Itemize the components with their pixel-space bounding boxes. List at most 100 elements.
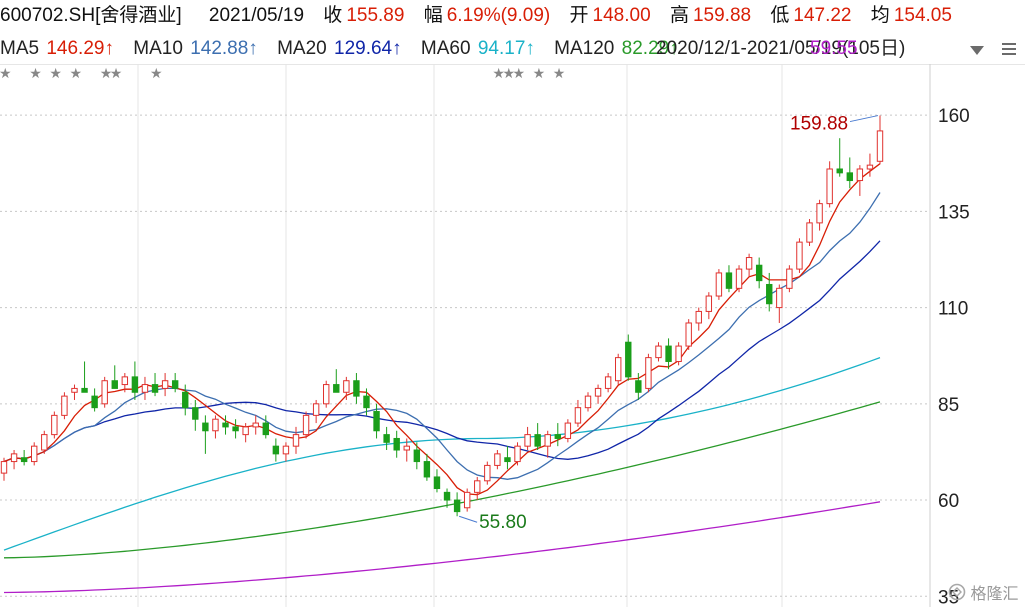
candle: [31, 442, 38, 466]
candle: [816, 199, 823, 231]
y-tick-label: 110: [938, 299, 968, 320]
candle-body: [453, 499, 461, 513]
candle: [302, 411, 310, 439]
watermark: 格隆汇: [948, 580, 1018, 604]
candle: [453, 492, 461, 517]
open-label: 开: [569, 5, 589, 26]
star-marker: ★: [533, 65, 546, 81]
quote-header: 600702.SH[舍得酒业] 2021/05/19 收 155.89 幅 6.19…: [0, 0, 1025, 32]
candle-body: [141, 384, 149, 393]
dropdown-triangle-icon[interactable]: [968, 38, 986, 60]
candle-body: [534, 434, 541, 447]
candle-body: [282, 445, 290, 455]
candle-body: [514, 445, 521, 463]
candle: [41, 430, 48, 454]
menu-icon[interactable]: [998, 38, 1020, 60]
close-label: 收: [323, 5, 343, 26]
candle: [645, 353, 652, 393]
candle: [665, 338, 672, 370]
candle-body: [383, 434, 390, 443]
candle-body: [474, 480, 481, 493]
candle: [554, 423, 561, 447]
candle: [604, 373, 612, 393]
candle-body: [846, 172, 853, 182]
candle-body: [735, 268, 743, 289]
candle: [423, 453, 431, 481]
candle-body: [312, 403, 320, 416]
y-tick-label: 135: [938, 202, 970, 223]
candle: [755, 257, 763, 289]
candle: [776, 284, 783, 323]
high-value: 159.88: [692, 5, 752, 26]
candle: [564, 419, 572, 443]
candle: [745, 253, 753, 277]
ma20-value: 129.64↑: [334, 38, 402, 59]
candle: [383, 426, 390, 451]
candle-body: [171, 380, 179, 389]
low-value: 147.22: [793, 5, 852, 26]
candle: [625, 334, 632, 381]
candle-body: [766, 283, 773, 305]
ma60-label: MA60: [420, 38, 471, 59]
candle: [101, 376, 108, 408]
candle: [635, 373, 642, 400]
candle: [171, 373, 179, 393]
y-tick-label: 160: [938, 106, 970, 127]
candle: [20, 450, 28, 466]
candle: [91, 388, 98, 412]
candle-body: [725, 272, 733, 289]
candle-body: [826, 168, 833, 205]
candle-body: [101, 380, 108, 405]
candle: [161, 373, 169, 397]
candle: [826, 161, 833, 208]
candle-body: [776, 287, 783, 309]
candle-body: [262, 422, 269, 436]
candle: [343, 376, 350, 400]
candle-body: [484, 464, 491, 482]
ma250-line: [3, 501, 881, 594]
star-marker: ★: [69, 65, 82, 81]
candle: [544, 430, 551, 458]
ma20-label: MA20: [277, 38, 327, 59]
candle: [111, 365, 118, 389]
candle: [615, 353, 622, 385]
candle-body: [574, 407, 582, 424]
high-label: 高: [669, 5, 689, 26]
high-price-label: 159.88: [790, 114, 848, 135]
candle-body: [755, 264, 763, 282]
candle: [594, 384, 602, 404]
candle-body: [323, 384, 330, 405]
candle: [584, 392, 592, 412]
ma120-line: [3, 401, 881, 559]
candle-body: [705, 295, 713, 312]
star-marker: ★: [513, 65, 526, 81]
candle: [212, 415, 219, 439]
candle-body: [524, 434, 531, 447]
candle-body: [645, 357, 652, 389]
ma60-value: 94.17↑: [477, 38, 535, 59]
candle-body: [272, 445, 280, 455]
candle: [806, 219, 813, 246]
candle: [705, 292, 713, 320]
candle-body: [242, 426, 249, 436]
candle-body: [373, 411, 380, 432]
candle: [514, 442, 521, 466]
star-marker: ★: [502, 65, 515, 81]
candle: [282, 442, 290, 462]
candle: [856, 165, 864, 196]
candle-body: [81, 387, 88, 393]
candle-body: [20, 457, 28, 463]
y-tick-label: 60: [938, 491, 959, 512]
candle: [242, 423, 249, 443]
candle-body: [182, 391, 189, 409]
candle: [262, 415, 269, 439]
change-label: 幅: [423, 5, 443, 26]
candle-body: [61, 395, 68, 416]
candle-body: [71, 387, 78, 393]
ma10-label: MA10: [133, 38, 183, 59]
candle-body: [252, 422, 259, 428]
star-marker: ★: [49, 65, 62, 81]
candle: [524, 426, 531, 451]
ma5-value: 146.29↑: [46, 38, 114, 59]
